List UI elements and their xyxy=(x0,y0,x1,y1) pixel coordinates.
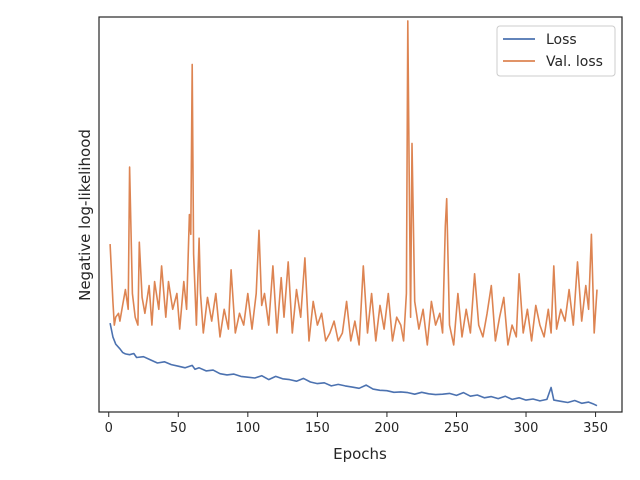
legend: Loss Val. loss xyxy=(496,25,616,77)
x-tick-label: 250 xyxy=(444,421,469,436)
x-tick-label: 300 xyxy=(514,421,539,436)
plot-frame xyxy=(98,16,623,413)
series-line-loss xyxy=(109,322,598,407)
x-axis-label: Epochs xyxy=(333,445,387,463)
x-tick-label: 200 xyxy=(375,421,400,436)
series-layer xyxy=(109,20,598,407)
x-tick-label: 350 xyxy=(583,421,608,436)
x-tick-label: 50 xyxy=(170,421,187,436)
x-tick-label: 100 xyxy=(235,421,260,436)
y-axis-label: Negative log-likelihood xyxy=(76,129,94,301)
legend-label: Val. loss xyxy=(546,54,603,70)
x-axis-ticks: 0 50 100 150 200 250 300 350 xyxy=(105,412,608,436)
plot-area xyxy=(99,17,622,412)
x-tick-label: 0 xyxy=(105,421,113,436)
legend-label: Loss xyxy=(546,32,577,48)
x-tick-label: 150 xyxy=(305,421,330,436)
series-line-val-loss xyxy=(109,20,598,346)
